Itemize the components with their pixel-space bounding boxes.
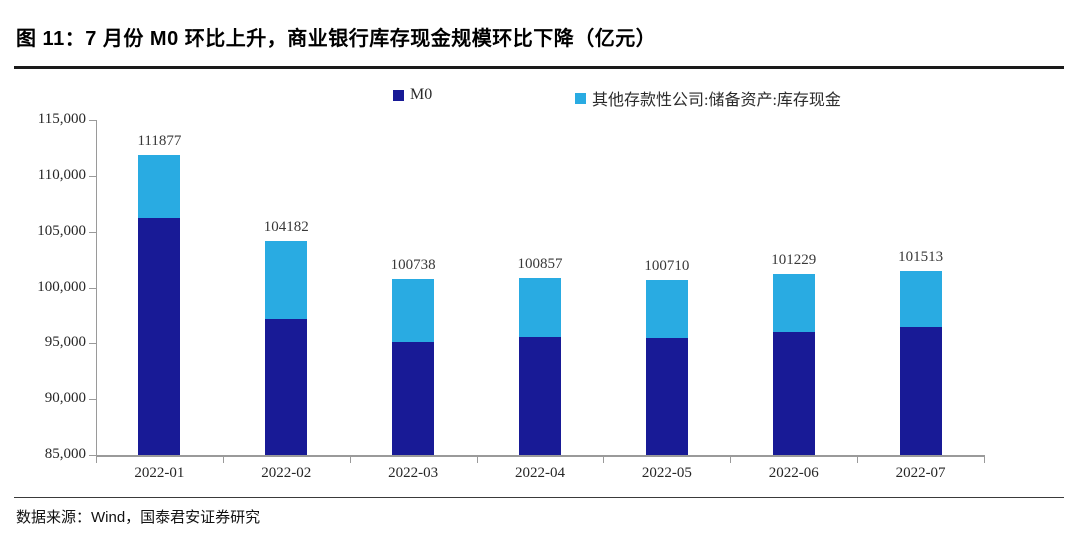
- bar-segment-m0: [392, 342, 435, 455]
- x-tick: [349, 455, 351, 463]
- legend-label: M0: [410, 86, 433, 103]
- bar-total-label: 111877: [137, 132, 182, 149]
- y-tick: [89, 343, 96, 345]
- x-axis-label: 2022-06: [768, 465, 819, 481]
- stacked-bar-chart: M0 其他存款性公司:储备资产:库存现金 85,000 90,000 95,000 100…: [0, 70, 1080, 490]
- y-tick: [89, 120, 96, 121]
- bar-segment-m0: [265, 318, 308, 455]
- x-axis-label: 2022-03: [388, 465, 439, 481]
- title-divider: [14, 66, 1064, 69]
- y-axis-line: [96, 120, 97, 457]
- bar-segment-m0: [138, 218, 181, 455]
- y-axis-label: 110,000: [37, 166, 86, 183]
- bar-total-label: 101513: [898, 248, 944, 265]
- bar-segment-m0: [519, 336, 561, 455]
- y-axis-label: 90,000: [44, 390, 86, 407]
- bar-total-label: 104182: [263, 218, 309, 235]
- source-divider: [14, 497, 1064, 498]
- legend-item: 其他存款性公司:储备资产:库存现金: [575, 86, 841, 110]
- y-tick: [89, 287, 96, 289]
- x-axis-label: 2022-05: [641, 465, 692, 481]
- y-tick: [89, 175, 96, 177]
- legend-swatch-m0: [393, 89, 404, 101]
- x-axis-label: 2022-04: [515, 465, 565, 481]
- y-tick: [89, 455, 96, 456]
- y-axis-label: 95,000: [44, 334, 86, 351]
- bar-total-label: 100857: [517, 255, 563, 272]
- x-axis-label: 2022-02: [261, 465, 312, 481]
- bar-segment-cash: [899, 270, 942, 327]
- bar-segment-cash: [138, 154, 181, 219]
- x-axis-label: 2022-07: [895, 465, 946, 481]
- y-axis-label: 85,000: [44, 446, 86, 462]
- bar-segment-m0: [645, 337, 688, 455]
- x-tick: [857, 455, 859, 463]
- x-axis-label: 2022-01: [134, 465, 185, 481]
- legend-label: 其他存款性公司:储备资产:库存现金: [592, 92, 841, 109]
- y-tick: [89, 399, 96, 401]
- x-tick: [476, 455, 478, 463]
- x-tick: [603, 455, 605, 463]
- bar-segment-cash: [265, 240, 308, 319]
- y-axis-label: 100,000: [37, 278, 86, 295]
- data-source-note: 数据来源：Wind，国泰君安证券研究: [16, 509, 261, 526]
- x-tick: [730, 455, 732, 463]
- y-axis-label: 115,000: [37, 111, 86, 127]
- bar-segment-cash: [645, 279, 688, 338]
- x-tick: [96, 455, 97, 463]
- legend-item: M0: [393, 86, 432, 104]
- bar-segment-m0: [772, 332, 815, 455]
- bar-total-label: 100710: [644, 257, 690, 274]
- bar-segment-m0: [899, 326, 942, 455]
- figure-title: 图 11：7 月份 M0 环比上升，商业银行库存现金规模环比下降（亿元）: [16, 28, 657, 50]
- x-axis-line: [96, 455, 984, 457]
- bar-total-label: 100738: [390, 257, 436, 274]
- bar-segment-cash: [772, 273, 815, 333]
- x-tick: [222, 455, 224, 463]
- x-tick: [984, 455, 985, 463]
- legend-swatch-cash: [575, 92, 586, 104]
- bar-segment-cash: [519, 277, 561, 337]
- y-axis-label: 105,000: [37, 222, 86, 239]
- bar-total-label: 101229: [771, 251, 817, 268]
- y-tick: [89, 231, 96, 233]
- bar-segment-cash: [392, 279, 435, 343]
